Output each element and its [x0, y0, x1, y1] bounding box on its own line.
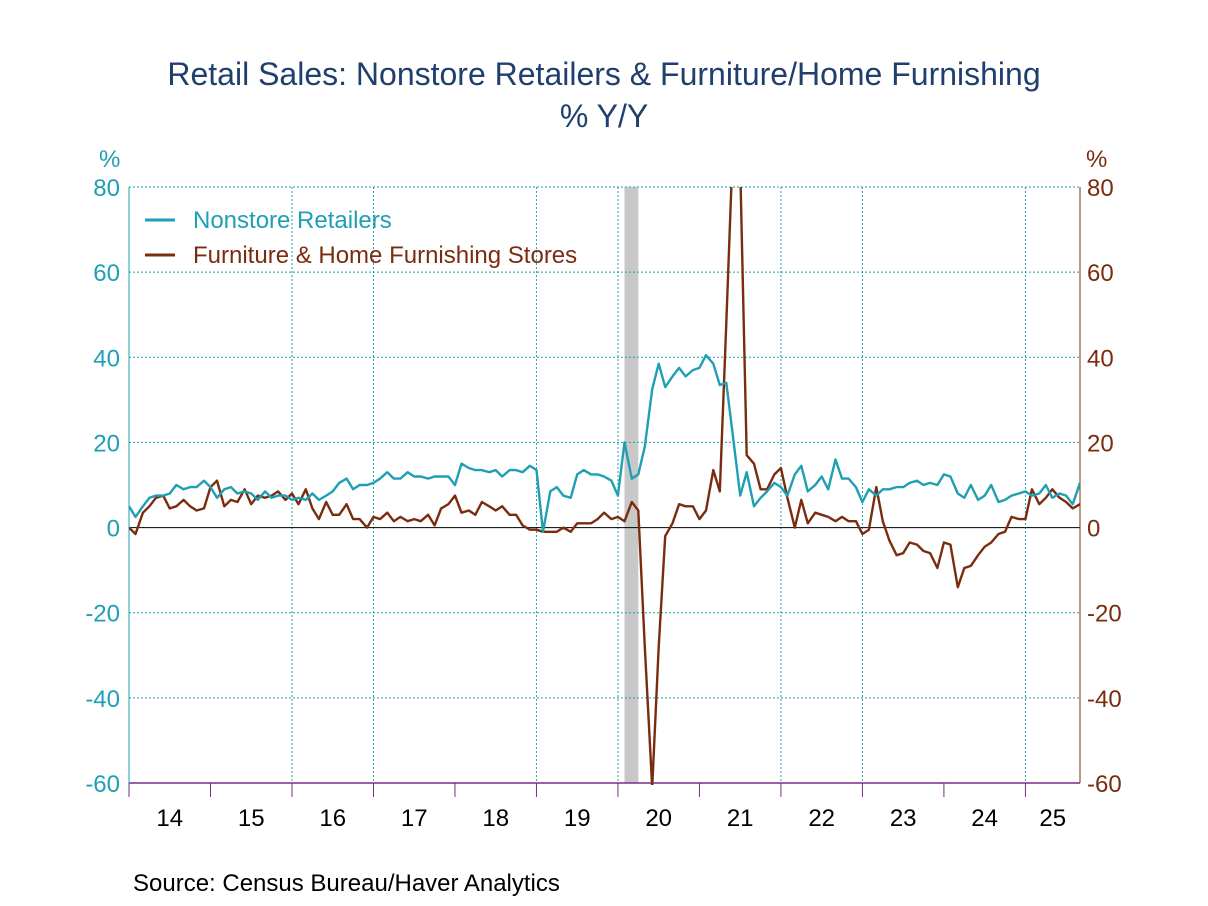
source-note: Source: Census Bureau/Haver Analytics	[133, 870, 560, 897]
y-tick-left: 80	[93, 175, 120, 202]
x-tick-label: 24	[971, 805, 998, 832]
x-tick-label: 15	[238, 805, 265, 832]
x-tick-label: 21	[727, 805, 754, 832]
chart-subtitle: % Y/Y	[559, 98, 649, 134]
y-tick-right: 20	[1087, 430, 1114, 457]
y-tick-left: 60	[93, 260, 120, 287]
series-line-nonstore	[129, 354, 1080, 533]
axes	[128, 187, 1081, 797]
x-tick-label: 19	[564, 805, 591, 832]
chart-title: Retail Sales: Nonstore Retailers & Furni…	[167, 56, 1041, 92]
recession-shading-layer	[624, 187, 639, 783]
y-tick-left: -20	[85, 601, 120, 628]
x-tick-label: 25	[1039, 805, 1066, 832]
y-tick-right: -60	[1087, 771, 1122, 798]
x-tick-label: 23	[890, 805, 917, 832]
left-axis-unit: %	[99, 146, 121, 173]
tick-labels: 80 80 60 60 40 40 20 20 0 0 -20 -20 -40 -40 -60 -60 14 15…	[85, 175, 1121, 832]
series-layer	[129, 187, 1080, 785]
x-tick-label: 18	[482, 805, 509, 832]
y-tick-left: 0	[107, 516, 120, 543]
y-tick-left: 20	[93, 430, 120, 457]
y-tick-left: -60	[85, 771, 120, 798]
y-tick-right: 40	[1087, 345, 1114, 372]
x-tick-label: 22	[808, 805, 835, 832]
right-axis-unit: %	[1086, 146, 1108, 173]
legend-label: Nonstore Retailers	[193, 207, 392, 234]
legend: Nonstore Retailers Furniture & Home Furni…	[145, 207, 577, 269]
y-tick-right: 80	[1087, 175, 1114, 202]
y-tick-right: -20	[1087, 601, 1122, 628]
y-tick-left: 40	[93, 345, 120, 372]
x-tick-label: 20	[645, 805, 672, 832]
y-tick-right: 0	[1087, 516, 1100, 543]
x-tick-label: 16	[319, 805, 346, 832]
y-tick-right: 60	[1087, 260, 1114, 287]
legend-label: Furniture & Home Furnishing Stores	[193, 242, 577, 269]
y-tick-left: -40	[85, 686, 120, 713]
x-tick-label: 14	[156, 805, 183, 832]
x-tick-label: 17	[401, 805, 428, 832]
recession-shade	[624, 187, 639, 783]
y-tick-right: -40	[1087, 686, 1122, 713]
